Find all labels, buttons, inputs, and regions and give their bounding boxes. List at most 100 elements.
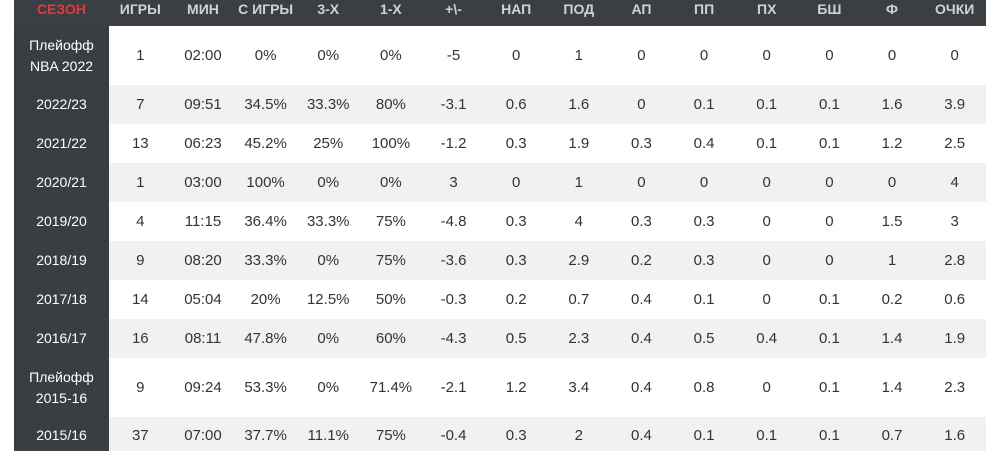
cell-offensive-rebounds: 0.3 — [484, 124, 548, 163]
cell-minutes: 09:51 — [171, 85, 235, 124]
column-header-turnovers[interactable]: ПП — [672, 0, 736, 26]
cell-plus-minus: 3 — [422, 163, 485, 202]
cell-ft-pct: 0% — [359, 163, 423, 202]
cell-steals: 0 — [735, 241, 799, 280]
column-header-steals[interactable]: ПХ — [735, 0, 799, 26]
cell-plus-minus: -2.1 — [422, 358, 485, 417]
cell-fouls: 1.2 — [860, 124, 924, 163]
column-header-season[interactable]: СЕЗОН — [14, 0, 109, 26]
cell-blocks: 0 — [798, 241, 861, 280]
cell-plus-minus: -3.6 — [422, 241, 485, 280]
cell-blocks: 0.1 — [798, 358, 861, 417]
column-header-games[interactable]: ИГРЫ — [109, 0, 172, 26]
cell-fouls: 1.5 — [860, 202, 924, 241]
cell-games: 1 — [109, 26, 172, 85]
cell-steals: 0 — [735, 163, 799, 202]
season-cell: 2015/16 — [14, 417, 109, 451]
season-cell: 2022/23 — [14, 85, 109, 124]
cell-plus-minus: -5 — [422, 26, 485, 85]
cell-steals: 0.1 — [735, 124, 799, 163]
cell-minutes: 03:00 — [171, 163, 235, 202]
column-header-ft-pct[interactable]: 1-Х — [359, 0, 423, 26]
cell-three-pct: 25% — [296, 124, 360, 163]
column-header-blocks[interactable]: БШ — [798, 0, 861, 26]
cell-games: 7 — [109, 85, 172, 124]
cell-fg-pct: 33.3% — [234, 241, 297, 280]
cell-offensive-rebounds: 1.2 — [484, 358, 548, 417]
cell-steals: 0 — [735, 26, 799, 85]
column-header-points[interactable]: ОЧКИ — [923, 0, 986, 26]
cell-points: 0 — [923, 26, 986, 85]
stats-table-container: СЕЗОН ИГРЫ МИН С ИГРЫ 3-Х 1-Х +\- НАП ПОД АП ПП ПХ Б… — [14, 0, 986, 451]
cell-steals: 0.1 — [735, 417, 799, 451]
column-header-assists[interactable]: АП — [610, 0, 673, 26]
cell-three-pct: 12.5% — [296, 280, 360, 319]
season-cell: 2019/20 — [14, 202, 109, 241]
cell-fg-pct: 47.8% — [234, 319, 297, 358]
cell-steals: 0 — [735, 358, 799, 417]
cell-minutes: 02:00 — [171, 26, 235, 85]
cell-steals: 0.4 — [735, 319, 799, 358]
cell-games: 14 — [109, 280, 172, 319]
cell-blocks: 0.1 — [798, 85, 861, 124]
cell-three-pct: 33.3% — [296, 202, 360, 241]
season-cell: Плейофф 2015-16 — [14, 358, 109, 417]
cell-fouls: 0 — [860, 163, 924, 202]
cell-points: 2.5 — [923, 124, 986, 163]
cell-blocks: 0.1 — [798, 417, 861, 451]
cell-points: 0.6 — [923, 280, 986, 319]
column-header-three-pct[interactable]: 3-Х — [296, 0, 360, 26]
season-cell: 2018/19 — [14, 241, 109, 280]
cell-rebounds: 2.9 — [547, 241, 611, 280]
cell-rebounds: 1 — [547, 26, 611, 85]
cell-offensive-rebounds: 0.5 — [484, 319, 548, 358]
table-row: 2017/18 14 05:04 20% 12.5% 50% -0.3 0.2 0.7 0.4 0.… — [14, 280, 986, 319]
cell-rebounds: 0.7 — [547, 280, 611, 319]
table-row: 2018/19 9 08:20 33.3% 0% 75% -3.6 0.3 2.9 0.2 0.3 0… — [14, 241, 986, 280]
cell-offensive-rebounds: 0.2 — [484, 280, 548, 319]
cell-three-pct: 0% — [296, 241, 360, 280]
cell-games: 9 — [109, 241, 172, 280]
cell-points: 2.3 — [923, 358, 986, 417]
cell-fg-pct: 37.7% — [234, 417, 297, 451]
table-row: Плейофф NBA 2022 1 02:00 0% 0% 0% -5 0 1 0 0 0 0 0 0 — [14, 26, 986, 85]
cell-assists: 0 — [610, 163, 673, 202]
column-header-fg-pct[interactable]: С ИГРЫ — [234, 0, 297, 26]
cell-minutes: 07:00 — [171, 417, 235, 451]
cell-fouls: 0.7 — [860, 417, 924, 451]
table-row: 2016/17 16 08:11 47.8% 0% 60% -4.3 0.5 2.3 0.4 0.5… — [14, 319, 986, 358]
cell-turnovers: 0.8 — [672, 358, 736, 417]
column-header-fouls[interactable]: Ф — [860, 0, 924, 26]
table-header-row: СЕЗОН ИГРЫ МИН С ИГРЫ 3-Х 1-Х +\- НАП ПОД АП ПП ПХ Б… — [14, 0, 986, 26]
cell-ft-pct: 0% — [359, 26, 423, 85]
table-row: 2015/16 37 07:00 37.7% 11.1% 75% -0.4 0.3 2 0.4 0.… — [14, 417, 986, 451]
cell-rebounds: 4 — [547, 202, 611, 241]
cell-games: 13 — [109, 124, 172, 163]
cell-minutes: 08:20 — [171, 241, 235, 280]
cell-three-pct: 33.3% — [296, 85, 360, 124]
season-cell: 2017/18 — [14, 280, 109, 319]
column-header-rebounds[interactable]: ПОД — [547, 0, 611, 26]
cell-turnovers: 0.3 — [672, 202, 736, 241]
column-header-minutes[interactable]: МИН — [171, 0, 235, 26]
cell-blocks: 0 — [798, 163, 861, 202]
cell-blocks: 0.1 — [798, 124, 861, 163]
cell-assists: 0.3 — [610, 124, 673, 163]
cell-turnovers: 0 — [672, 26, 736, 85]
table-row: 2022/23 7 09:51 34.5% 33.3% 80% -3.1 0.6 1.6 0 0.1… — [14, 85, 986, 124]
column-header-plus-minus[interactable]: +\- — [422, 0, 485, 26]
table-row: 2020/21 1 03:00 100% 0% 0% 3 0 1 0 0 0 0 0 4 — [14, 163, 986, 202]
cell-points: 1.6 — [923, 417, 986, 451]
cell-rebounds: 3.4 — [547, 358, 611, 417]
column-header-offensive-rebounds[interactable]: НАП — [484, 0, 548, 26]
cell-offensive-rebounds: 0 — [484, 26, 548, 85]
cell-ft-pct: 80% — [359, 85, 423, 124]
cell-assists: 0.3 — [610, 202, 673, 241]
cell-minutes: 09:24 — [171, 358, 235, 417]
cell-plus-minus: -1.2 — [422, 124, 485, 163]
cell-ft-pct: 75% — [359, 241, 423, 280]
cell-minutes: 05:04 — [171, 280, 235, 319]
cell-fg-pct: 53.3% — [234, 358, 297, 417]
cell-games: 4 — [109, 202, 172, 241]
cell-steals: 0.1 — [735, 85, 799, 124]
